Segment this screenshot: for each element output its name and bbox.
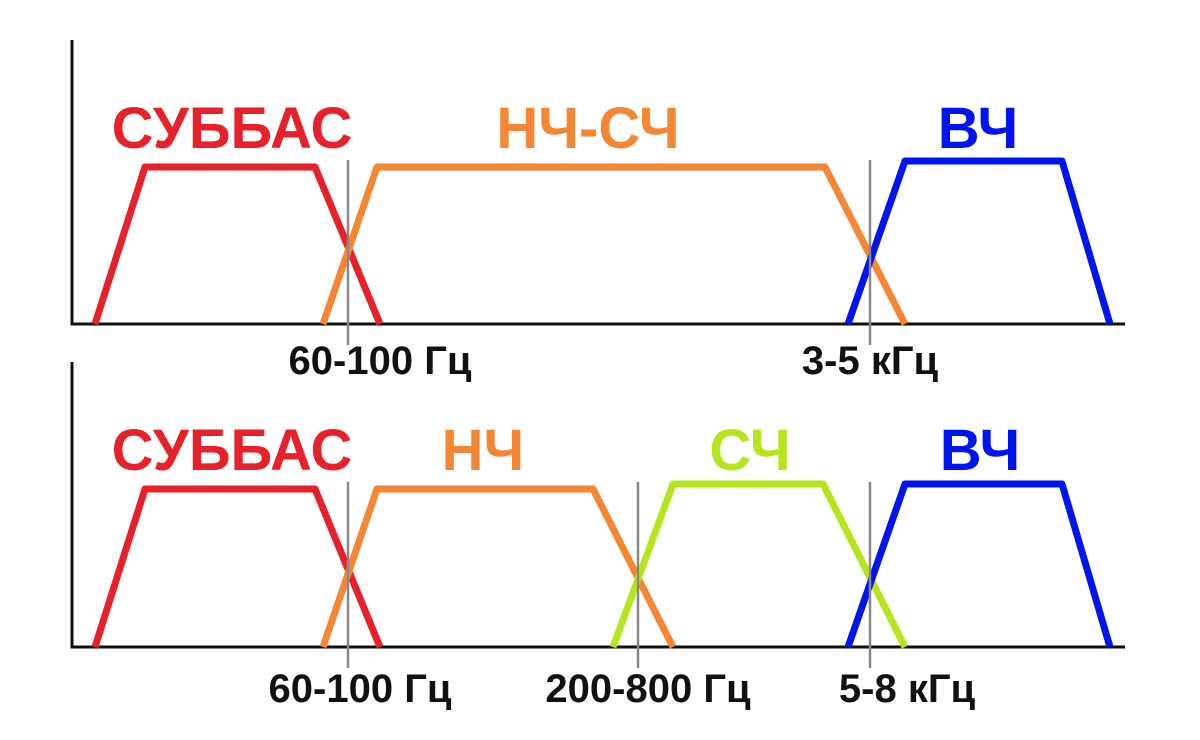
crossover-label: 60-100 Гц xyxy=(269,667,452,711)
panel-bottom: СУББАС НЧ СЧ ВЧ 60-100 Гц 200-800 Гц 5-8… xyxy=(70,362,1125,711)
band-shape xyxy=(844,480,1114,649)
axis xyxy=(70,362,1125,649)
crossover-label: 3-5 кГц xyxy=(802,339,939,383)
crossover-label: 200-800 Гц xyxy=(545,667,751,711)
band-label: ВЧ xyxy=(938,96,1018,161)
band-shape xyxy=(844,157,1114,326)
crossover-label: 5-8 кГц xyxy=(839,667,976,711)
band-label: НЧ xyxy=(442,418,525,483)
band-shape xyxy=(609,480,909,649)
band-label: СУББАС xyxy=(112,96,353,161)
panel-top: СУББАС НЧ-СЧ ВЧ 60-100 Гц 3-5 кГц xyxy=(70,40,1125,383)
band-label: СУББАС xyxy=(112,418,353,483)
band-shape xyxy=(319,163,909,326)
band-shape xyxy=(91,485,384,649)
band-label: НЧ-СЧ xyxy=(496,96,679,161)
axis xyxy=(70,40,1125,326)
band-label: СЧ xyxy=(709,418,790,483)
crossover-label: 60-100 Гц xyxy=(289,339,472,383)
band-label: ВЧ xyxy=(940,418,1020,483)
band-shape xyxy=(319,485,677,649)
band-shape xyxy=(91,163,384,326)
